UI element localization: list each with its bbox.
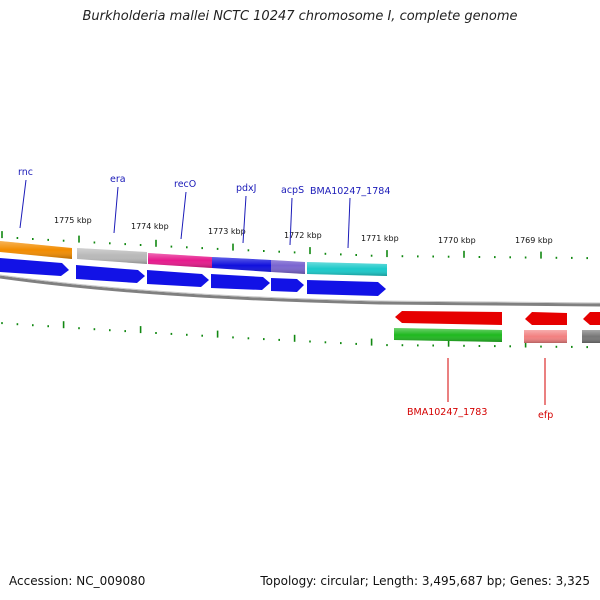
reverse-gene-track — [394, 328, 600, 343]
cds-arrow-era[interactable] — [76, 265, 145, 283]
gene-label-acpS[interactable]: acpS — [281, 185, 304, 196]
gene-label-BMA10247_1783[interactable]: BMA10247_1783 — [407, 407, 487, 418]
kbp-scale: 1775 kbp 1774 kbp 1773 kbp 1772 kbp 1771… — [54, 216, 553, 245]
gene-shine — [0, 241, 72, 259]
gene-shine — [582, 330, 600, 343]
cds-arrow-efp[interactable] — [525, 312, 567, 325]
genome-backbone-highlight — [0, 274, 600, 304]
cds-arrow-recO[interactable] — [147, 270, 209, 287]
label-leaders — [19, 179, 546, 405]
cds-arrow-BMA10247_1783[interactable] — [395, 311, 502, 325]
kbp-label: 1769 kbp — [515, 236, 553, 245]
genome-backbone — [0, 275, 600, 307]
gene-shine — [212, 257, 305, 274]
kbp-label: 1774 kbp — [131, 222, 169, 231]
gene-label-recO[interactable]: recO — [174, 179, 196, 190]
forward-gene-track — [0, 241, 387, 276]
cds-arrow-acpS[interactable] — [271, 278, 304, 292]
gene-label-BMA10247_1784[interactable]: BMA10247_1784 — [310, 186, 390, 197]
gene-label-efp[interactable]: efp — [538, 410, 553, 421]
gene-label-era[interactable]: era — [110, 174, 126, 185]
tick-row-lower — [1, 321, 589, 349]
leader-line-BMA10247_1784 — [347, 197, 351, 249]
gene-label-rnc[interactable]: rnc — [18, 167, 33, 178]
kbp-label: 1772 kbp — [284, 231, 322, 240]
gene-shine — [524, 330, 567, 343]
gene-label-pdxJ[interactable]: pdxJ — [236, 183, 256, 194]
accession-text: Accession: NC_009080 — [9, 574, 146, 588]
cds-arrow-pdxJ[interactable] — [211, 274, 270, 290]
reverse-cds-track — [395, 311, 600, 325]
gene-labels: rnc era recO pdxJ acpS BMA10247_1784 BMA… — [18, 167, 553, 421]
kbp-label: 1775 kbp — [54, 216, 92, 225]
cds-arrow-next[interactable] — [583, 312, 600, 325]
leader-line-pdxJ — [242, 195, 247, 244]
leader-line-recO — [180, 191, 187, 240]
gene-shine — [148, 253, 212, 268]
cds-arrow-rnc[interactable] — [0, 258, 69, 276]
cds-arrow-BMA10247_1784[interactable] — [307, 280, 386, 296]
kbp-label: 1770 kbp — [438, 236, 476, 245]
kbp-label: 1773 kbp — [208, 227, 246, 236]
leader-line-rnc — [19, 179, 27, 229]
genome-summary-text: Topology: circular; Length: 3,495,687 bp… — [260, 574, 590, 588]
page-title: Burkholderia mallei NCTC 10247 chromosom… — [82, 9, 518, 24]
forward-cds-track — [0, 258, 386, 296]
gene-shine — [77, 248, 147, 264]
gene-shine — [307, 262, 387, 276]
gene-shine — [394, 328, 502, 342]
leader-line-era — [113, 186, 119, 234]
kbp-label: 1771 kbp — [361, 234, 399, 243]
leader-line-acpS — [289, 197, 293, 246]
tick-row-upper — [1, 231, 589, 260]
